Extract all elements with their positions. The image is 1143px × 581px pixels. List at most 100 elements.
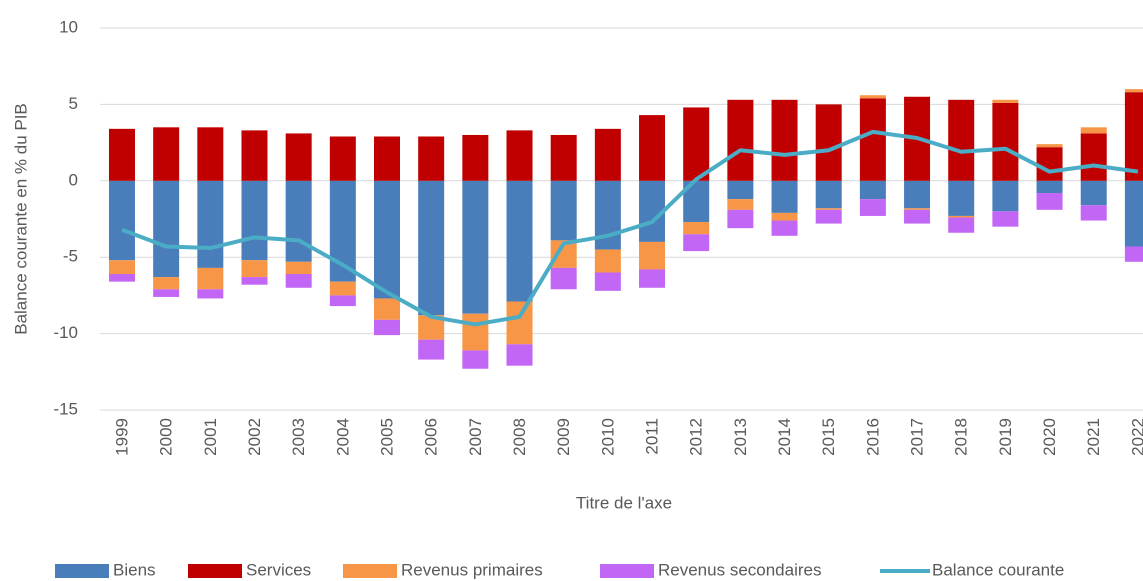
bar-segment: [285, 180, 312, 262]
y-tick-label: 10: [59, 17, 78, 36]
bar-segment: [108, 274, 135, 282]
bar-segment: [550, 134, 577, 181]
x-tick-label: 2011: [643, 418, 662, 455]
x-tick-label: 2015: [819, 418, 838, 456]
bar-segment: [594, 272, 621, 291]
bar-segment: [639, 269, 666, 288]
x-tick-label: 2006: [422, 418, 441, 456]
bar-segment: [329, 281, 356, 296]
x-tick-label: 2001: [201, 418, 220, 456]
bar-segment: [859, 180, 886, 200]
legend-label: Balance courante: [932, 560, 1064, 579]
legend-key: [55, 564, 109, 578]
bar-segment: [241, 277, 268, 285]
bar-segment: [683, 222, 710, 235]
bar-segment: [948, 180, 975, 216]
legend-label: Biens: [113, 560, 156, 579]
x-tick-label: 2019: [996, 418, 1015, 456]
legend-label: Services: [246, 560, 311, 579]
bar-segment: [418, 339, 445, 360]
bar-segment: [594, 128, 621, 181]
bar-segment: [815, 208, 842, 210]
bar-segment: [992, 180, 1019, 212]
x-tick-label: 2009: [554, 418, 573, 456]
bar-segment: [1080, 180, 1107, 206]
bar-segment: [374, 319, 401, 336]
bar-segment: [639, 241, 666, 270]
bar-segment: [329, 136, 356, 181]
bar-segment: [506, 130, 533, 181]
bar-segment: [639, 115, 666, 181]
bar-segment: [374, 298, 401, 320]
x-tick-label: 2014: [775, 418, 794, 456]
bar-segment: [1036, 144, 1063, 148]
bar-segment: [1080, 127, 1107, 134]
bar-segment: [1124, 180, 1143, 247]
bar-segment: [727, 199, 754, 210]
y-tick-label: -10: [53, 323, 78, 342]
bar-segment: [683, 234, 710, 252]
x-tick-label: 2007: [466, 418, 485, 456]
bar-segment: [594, 249, 621, 273]
y-tick-label: -5: [63, 247, 78, 266]
legend-label: Revenus secondaires: [658, 560, 821, 579]
bar-segment: [285, 274, 312, 288]
bar-segment: [197, 127, 224, 181]
bar-segment: [859, 199, 886, 216]
bar-segment: [108, 260, 135, 275]
bar-segment: [506, 344, 533, 366]
x-tick-label: 2012: [687, 418, 706, 456]
legend-key: [343, 564, 397, 578]
bar-segment: [462, 134, 489, 181]
bar-segment: [550, 267, 577, 290]
y-axis-title: Balance courante en % du PIB: [11, 103, 30, 335]
bar-segment: [1036, 147, 1063, 181]
bar-segment: [771, 212, 798, 221]
bar-segment: [1080, 205, 1107, 221]
bar-segment: [948, 215, 975, 218]
x-tick-label: 2013: [731, 418, 750, 456]
bar-segment: [374, 180, 401, 299]
x-tick-label: 2003: [289, 418, 308, 456]
x-tick-label: 2020: [1040, 418, 1059, 456]
bar-segment: [992, 211, 1019, 227]
bar-segment: [1124, 89, 1143, 93]
bar-segment: [329, 295, 356, 307]
bar-segment: [418, 136, 445, 181]
bar-segment: [506, 301, 533, 345]
bar-segment: [285, 133, 312, 181]
bar-segment: [992, 102, 1019, 181]
bar-segment: [815, 180, 842, 209]
x-tick-label: 2022: [1128, 418, 1143, 456]
bar-segment: [771, 99, 798, 181]
x-tick-label: 2004: [333, 418, 352, 456]
legend-key: [188, 564, 242, 578]
bar-segment: [904, 209, 931, 224]
bar-segment: [462, 313, 489, 351]
bar-segment: [727, 180, 754, 200]
bar-segment: [153, 289, 180, 297]
bar-segment: [153, 180, 180, 278]
bar-segment: [1036, 180, 1063, 194]
y-tick-label: 0: [69, 170, 78, 189]
x-tick-label: 1999: [112, 418, 131, 456]
bar-segment: [108, 180, 135, 261]
x-tick-label: 2021: [1084, 418, 1103, 456]
bar-segment: [904, 208, 931, 210]
bar-segment: [1124, 92, 1143, 181]
bar-segment: [948, 99, 975, 181]
bar-segment: [153, 277, 180, 290]
bar-segment: [771, 220, 798, 236]
y-tick-label: -15: [53, 399, 78, 418]
bar-segment: [462, 180, 489, 314]
bar-segment: [153, 127, 180, 181]
x-tick-label: 2018: [952, 418, 971, 456]
bar-segment: [462, 350, 489, 369]
bar-segment: [727, 99, 754, 181]
y-tick-label: 5: [69, 94, 78, 113]
bar-segment: [948, 217, 975, 233]
x-axis-title: Titre de l'axe: [576, 493, 672, 512]
bar-segment: [197, 267, 224, 290]
bar-segment: [904, 180, 931, 209]
